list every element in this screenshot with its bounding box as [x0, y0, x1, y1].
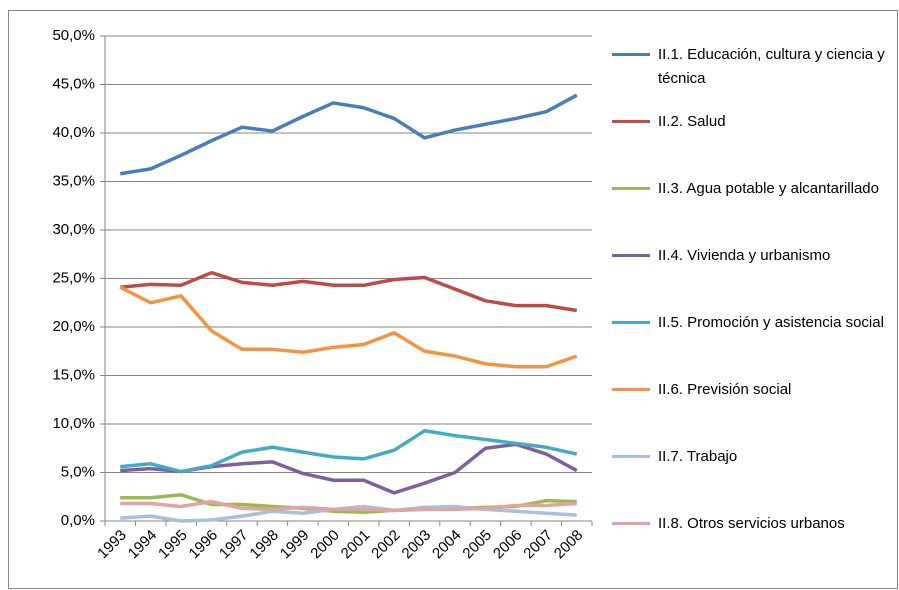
x-tick-label: 2008 — [551, 527, 587, 563]
legend-label: II.6. Previsión social — [658, 381, 792, 398]
legend-label: II.5. Promoción y asistencia social — [658, 314, 884, 331]
legend-label: II.4. Vivienda y urbanismo — [658, 247, 831, 264]
legend-label: II.8. Otros servicios urbanos — [658, 515, 845, 532]
y-tick-label: 50,0% — [52, 27, 95, 44]
x-tick-label: 1994 — [125, 527, 161, 563]
x-tick-label: 2002 — [368, 527, 404, 563]
x-tick-label: 1998 — [246, 527, 282, 563]
y-tick-label: 0,0% — [61, 512, 95, 529]
x-tick-label: 1999 — [277, 527, 313, 563]
legend-swatch — [612, 321, 650, 324]
x-tick-label: 2000 — [307, 527, 343, 563]
y-tick-label: 10,0% — [52, 415, 95, 432]
y-tick-label: 40,0% — [52, 124, 95, 141]
legend-item: II.8. Otros servicios urbanos — [612, 512, 894, 536]
y-tick-label: 5,0% — [61, 463, 95, 480]
legend-item: II.4. Vivienda y urbanismo — [612, 244, 894, 268]
x-tick-label: 2005 — [459, 527, 495, 563]
x-tick-label: 1996 — [186, 527, 222, 563]
x-tick-label: 1997 — [216, 527, 252, 563]
series-line — [120, 270, 578, 313]
y-tick-label: 45,0% — [52, 75, 95, 92]
x-tick-label: 1995 — [155, 527, 191, 563]
x-tick-label: 2003 — [399, 527, 435, 563]
legend-swatch — [612, 455, 650, 458]
legend-label: II.1. Educación, cultura y ciencia y téc… — [658, 46, 885, 87]
legend-item: II.1. Educación, cultura y ciencia y téc… — [612, 43, 894, 91]
legend-item: II.5. Promoción y asistencia social — [612, 311, 894, 335]
series-line — [119, 93, 578, 176]
chart-border — [8, 10, 898, 589]
x-tick-label: 1993 — [94, 527, 130, 563]
legend-item: II.7. Trabajo — [612, 445, 894, 469]
x-tick-label: 2001 — [338, 527, 374, 563]
legend-swatch — [612, 254, 650, 257]
x-tick-label: 2004 — [429, 527, 465, 563]
legend-item: II.2. Salud — [612, 110, 894, 134]
y-tick-label: 15,0% — [52, 366, 95, 383]
y-tick-label: 35,0% — [52, 172, 95, 189]
y-tick-label: 20,0% — [52, 318, 95, 335]
legend-label: II.3. Agua potable y alcantarillado — [658, 180, 879, 197]
legend-label: II.7. Trabajo — [658, 448, 738, 465]
legend-swatch — [612, 522, 650, 525]
legend-swatch — [612, 388, 650, 391]
legend-swatch — [612, 53, 650, 56]
legend-item: II.6. Previsión social — [612, 378, 894, 402]
legend-swatch — [612, 120, 650, 123]
series-line — [120, 499, 577, 513]
y-tick-label: 30,0% — [52, 221, 95, 238]
y-tick-label: 25,0% — [52, 269, 95, 286]
x-tick-label: 2007 — [520, 527, 556, 563]
series-line — [120, 429, 578, 474]
x-tick-label: 2006 — [490, 527, 526, 563]
legend-swatch — [612, 187, 650, 190]
series-line — [119, 285, 578, 369]
legend-item: II.3. Agua potable y alcantarillado — [612, 177, 894, 201]
legend-label: II.2. Salud — [658, 113, 726, 130]
